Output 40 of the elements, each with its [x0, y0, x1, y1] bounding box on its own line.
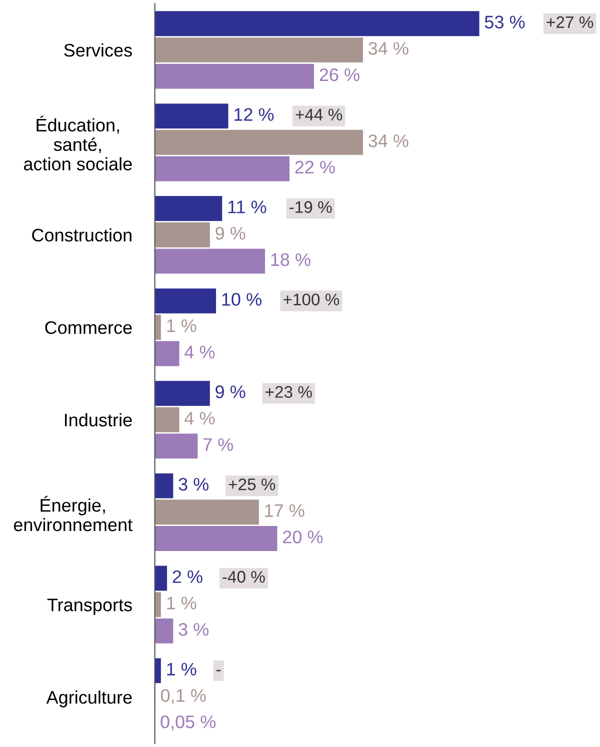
- data-label: 17 %: [265, 504, 304, 517]
- data-label: 22 %: [295, 160, 335, 174]
- annotation: +100 %: [284, 294, 340, 306]
- data-label: 2 %: [172, 570, 202, 584]
- y-tick-label: Éducation, santé, action sociale: [24, 116, 132, 170]
- data-label: 1 %: [167, 319, 196, 332]
- data-label: 9 %: [216, 226, 246, 240]
- data-label: 7 %: [203, 438, 233, 451]
- y-tick-label: Agriculture: [46, 690, 132, 708]
- data-label: 12 %: [234, 108, 274, 121]
- data-label: 26 %: [320, 68, 360, 82]
- data-label: 10 %: [222, 292, 262, 306]
- data-label: 0,05 %: [160, 715, 216, 730]
- data-label: 3 %: [178, 623, 209, 636]
- data-label: 4 %: [184, 346, 215, 358]
- data-label: 3 %: [178, 478, 209, 491]
- y-tick-label: Transports: [47, 598, 132, 615]
- annotation: +25 %: [228, 478, 276, 490]
- annotation: -19 %: [290, 201, 332, 213]
- data-label: 1 %: [167, 596, 196, 610]
- annotation: -40 %: [222, 570, 265, 583]
- y-tick-label: Industrie: [65, 413, 132, 426]
- data-label: 11 %: [228, 200, 266, 214]
- y-tick-label: Commerce: [45, 321, 132, 334]
- annotation: +44 %: [296, 108, 342, 120]
- annotation: +23 %: [266, 386, 312, 398]
- data-label: 4 %: [184, 412, 215, 424]
- data-label: 18 %: [271, 253, 310, 266]
- data-label: 20 %: [283, 530, 323, 544]
- data-label: 53 %: [484, 16, 525, 28]
- y-tick-label: Services: [64, 43, 132, 57]
- y-tick-label: Énergie, environnement: [14, 496, 132, 532]
- annotation: -: [216, 670, 221, 672]
- data-label: 0,1 %: [160, 689, 206, 704]
- text: +27 %: [546, 16, 594, 28]
- data-label: 34 %: [368, 134, 408, 148]
- data-label: 1 %: [167, 662, 196, 676]
- y-tick-label: Construction: [32, 228, 132, 242]
- data-label: 34 %: [368, 42, 408, 55]
- data-label: 9 %: [216, 385, 246, 398]
